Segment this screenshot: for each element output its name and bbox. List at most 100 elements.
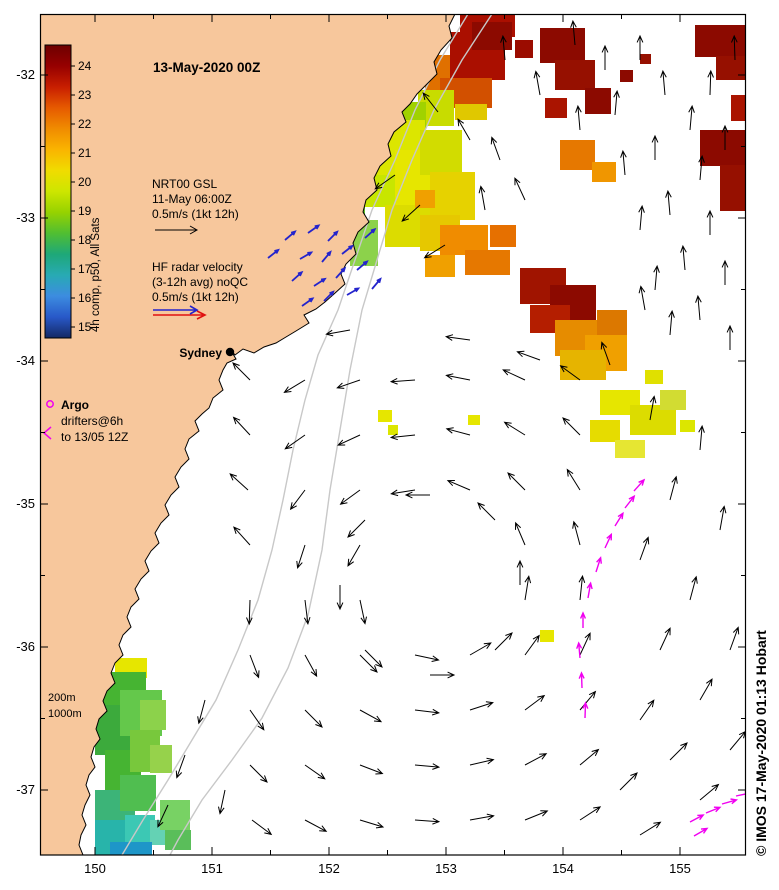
current-arrow	[653, 264, 660, 291]
argo-legend-line2: drifters@6h	[61, 414, 123, 428]
current-arrow	[296, 544, 306, 569]
sst-patch	[695, 25, 745, 57]
hf-radar-vector	[291, 270, 304, 282]
current-arrow	[304, 764, 326, 780]
hf-radar-vector	[307, 224, 321, 234]
current-arrow	[579, 806, 602, 821]
colorbar-tick-label: 20	[78, 175, 92, 189]
nrt-legend-line1: NRT00 GSL	[152, 177, 217, 191]
colorbar: 24 23 22 21 20 19 18 17 16 15 4h comp, p50, All S…	[44, 44, 102, 339]
current-arrow	[359, 599, 367, 625]
hf-radar-vector	[323, 290, 335, 302]
current-arrow	[249, 654, 260, 679]
drifter-track-arrow	[721, 798, 739, 805]
current-arrow	[695, 294, 702, 321]
current-arrow	[688, 104, 695, 131]
sst-patch	[560, 140, 595, 170]
sst-patch	[455, 104, 487, 120]
drifter-track-arrow	[576, 641, 583, 659]
drifter-track-arrow	[582, 701, 589, 719]
current-arrow	[414, 654, 440, 662]
current-arrow	[430, 671, 456, 679]
current-arrow	[175, 754, 186, 779]
current-arrow	[524, 694, 546, 711]
current-arrow	[423, 244, 446, 259]
current-arrow	[578, 574, 586, 601]
depth-label-200m: 200m	[48, 692, 76, 704]
colorbar-tick-label: 23	[78, 88, 92, 102]
current-arrow	[457, 118, 471, 141]
argo-legend-line3: to 13/05 12Z	[61, 430, 128, 444]
current-arrow	[698, 154, 705, 181]
colorbar-tick-label: 17	[78, 262, 92, 276]
current-arrow	[721, 259, 729, 285]
sst-patch	[515, 40, 533, 58]
sst-patch	[585, 88, 611, 114]
current-arrow	[303, 599, 311, 626]
y-axis-tick-label: -35	[16, 496, 35, 511]
drifter-track-arrow	[604, 532, 613, 549]
current-arrow	[562, 417, 581, 436]
current-arrow	[477, 502, 496, 521]
current-arrow	[706, 209, 714, 235]
argo-float-marker-icon	[46, 400, 54, 408]
nrt-legend-line3: 0.5m/s (1kt 12h)	[152, 207, 239, 221]
sst-patch	[560, 350, 606, 380]
hf-radar-vector	[371, 277, 382, 290]
x-axis-tick-label: 155	[669, 861, 691, 876]
current-arrow	[514, 177, 526, 201]
hf-radar-vector	[321, 250, 332, 263]
hf-legend-line1: HF radar velocity	[152, 260, 243, 274]
current-arrow	[469, 701, 494, 711]
current-arrow	[638, 204, 645, 231]
current-arrow	[389, 377, 416, 385]
current-arrow	[649, 395, 657, 421]
depth-contour-layer	[121, 14, 493, 855]
y-axis-tick-label: -36	[16, 639, 35, 654]
colorbar-tick-label: 19	[78, 204, 92, 218]
current-arrow	[665, 189, 672, 216]
current-arrow	[445, 427, 471, 436]
current-arrow	[639, 536, 650, 561]
hf-radar-vector	[301, 297, 315, 307]
sst-patch	[640, 54, 651, 64]
current-arrow	[659, 627, 671, 651]
axes-layer: 150 151 152 153 154 155 -32 -33 -34 -35 -36 -37	[16, 13, 747, 876]
current-arrow	[698, 424, 705, 451]
current-arrow	[516, 559, 524, 585]
sst-patch	[160, 800, 190, 830]
current-arrow	[325, 329, 351, 337]
current-arrow	[157, 804, 169, 828]
current-arrow	[284, 434, 306, 450]
current-vector-layer	[157, 19, 746, 836]
current-arrow	[494, 632, 513, 651]
x-axis-tick-label: 150	[84, 861, 106, 876]
nrt-legend-line2: 11-May 06:00Z	[152, 192, 232, 206]
land-coastline	[40, 14, 456, 855]
current-arrow	[507, 472, 526, 491]
current-arrow	[566, 468, 581, 491]
sst-patch	[472, 22, 512, 50]
hf-radar-vector	[327, 230, 339, 242]
imos-credit: © IMOS 17-May-2020 01:13 Hobart	[753, 630, 769, 856]
current-arrow	[699, 678, 713, 701]
current-arrow	[579, 748, 600, 766]
y-axis-tick-label: -37	[16, 782, 35, 797]
current-arrow	[359, 654, 378, 673]
current-arrow	[374, 174, 396, 190]
current-arrow	[246, 599, 253, 626]
current-arrow	[289, 489, 306, 511]
current-arrow	[680, 244, 687, 271]
drifter-track-arrow	[689, 814, 705, 823]
current-arrow	[579, 632, 591, 656]
x-axis-tick-label: 151	[201, 861, 223, 876]
current-arrow	[414, 708, 441, 716]
current-arrow	[503, 421, 526, 436]
sst-patch	[720, 165, 745, 211]
current-arrow	[601, 44, 609, 70]
sst-patch	[660, 390, 686, 410]
current-arrow	[404, 491, 430, 499]
current-arrow	[613, 89, 620, 116]
sst-patch	[490, 225, 516, 247]
sst-patch	[430, 172, 475, 220]
